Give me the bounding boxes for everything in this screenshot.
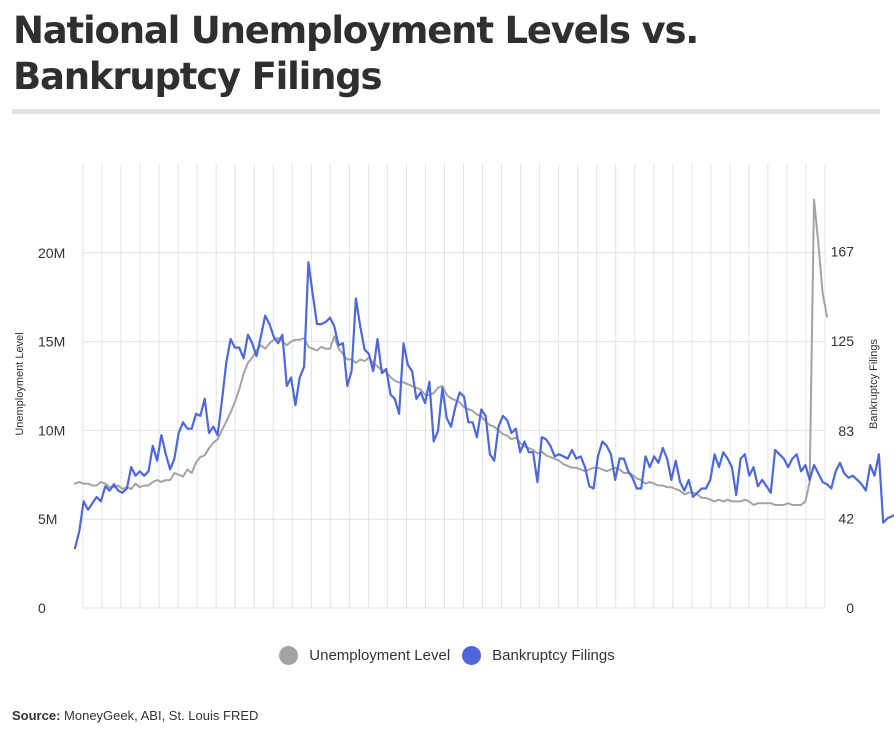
source-label: Source:	[12, 708, 61, 723]
title-divider	[12, 109, 880, 114]
chart-title: National Unemployment Levels vs. Bankrup…	[13, 9, 699, 98]
series-line-bankruptcy	[73, 261, 894, 550]
legend-label-bankruptcy: Bankruptcy Filings	[492, 647, 615, 664]
left-tick-label: 0	[38, 600, 46, 616]
legend-item-unemployment[interactable]: Unemployment Level	[279, 646, 450, 665]
grid-lines	[82, 164, 826, 609]
right-tick-label: 167	[831, 244, 855, 260]
source-note: Source: MoneyGeek, ABI, St. Louis FRED	[12, 708, 258, 723]
right-tick-label: 0	[846, 600, 854, 616]
legend-swatch-unemployment	[279, 646, 299, 665]
right-tick-label: 125	[831, 333, 855, 349]
right-axis-title: Bankruptcy Filings	[868, 339, 880, 429]
right-tick-label: 42	[838, 510, 854, 526]
legend: Unemployment Level Bankruptcy Filings	[0, 646, 894, 665]
left-tick-label: 20M	[38, 245, 65, 261]
line-chart: 0 5M 10M 15M 20M 0 42 83 125 167 Unemployment Le…	[14, 164, 894, 616]
left-axis-ticks: 0 5M 10M 15M 20M	[38, 245, 65, 616]
source-text: MoneyGeek, ABI, St. Louis FRED	[64, 708, 259, 723]
legend-label-unemployment: Unemployment Level	[309, 647, 451, 664]
left-tick-label: 10M	[38, 422, 65, 438]
left-axis-title: Unemployment Level	[14, 332, 26, 435]
right-axis-ticks: 0 42 83 125 167	[831, 244, 855, 616]
right-tick-label: 83	[838, 423, 854, 439]
left-tick-label: 15M	[38, 334, 65, 350]
legend-item-bankruptcy[interactable]: Bankruptcy Filings	[462, 646, 615, 665]
series-line-unemployment	[74, 198, 828, 506]
legend-swatch-bankruptcy	[462, 646, 482, 665]
left-tick-label: 5M	[38, 511, 57, 527]
series-lines	[73, 198, 894, 550]
